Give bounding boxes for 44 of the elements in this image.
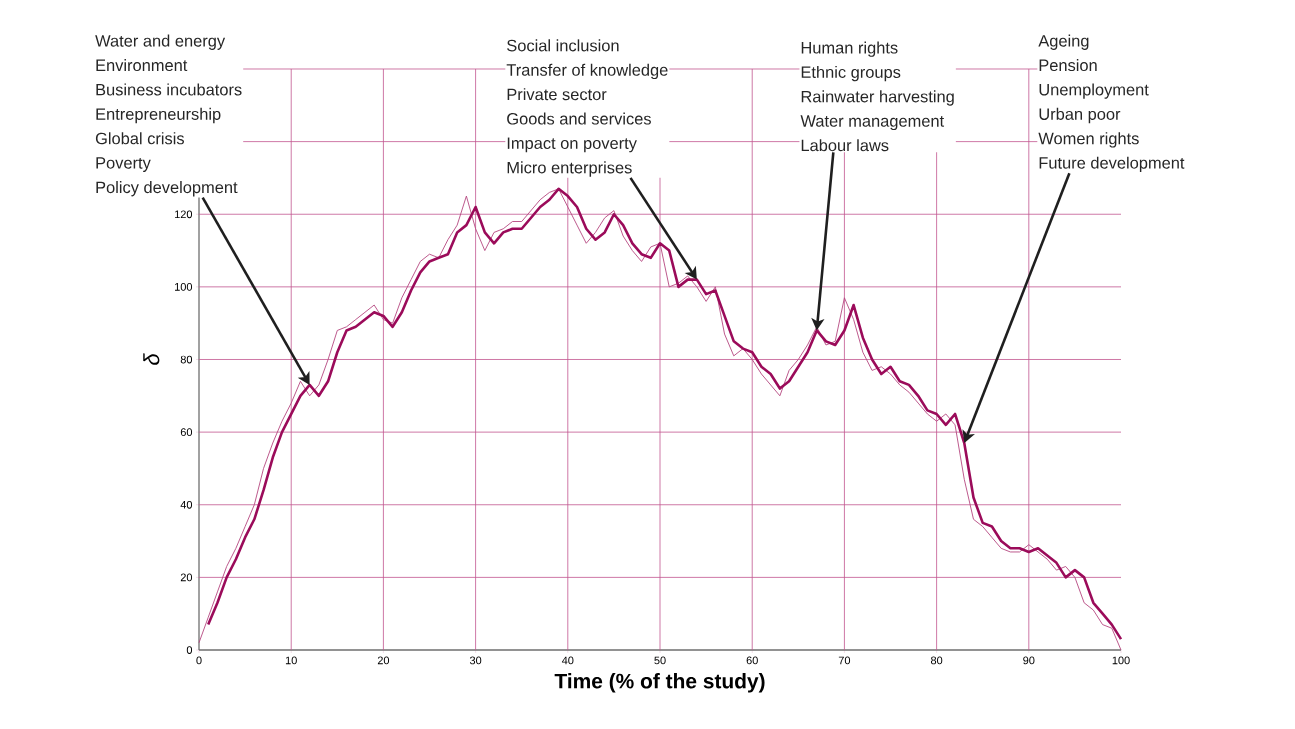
text: Ageing — [1038, 34, 1089, 50]
x-tick-label: 100 — [1112, 656, 1130, 665]
text: Water and energy — [95, 34, 226, 50]
x-tick-label: 20 — [377, 656, 390, 665]
x-tick-label: 30 — [469, 656, 482, 665]
annotation: Transfer of knowledge — [506, 63, 668, 80]
y-tick-label: 60 — [180, 428, 193, 436]
annotation: Entrepreneurship — [96, 107, 221, 124]
y-tick-label: 120 — [175, 210, 193, 219]
annotation: Future development — [1039, 156, 1185, 172]
y-axis-title: δ — [143, 353, 160, 365]
annotation: Goods and services — [507, 112, 651, 125]
annotation: Unemployment — [1039, 83, 1149, 99]
annotation: Pension — [1039, 59, 1097, 72]
annotation: Women rights — [1038, 132, 1139, 148]
x-axis-title: Time (% of the study) — [554, 673, 765, 693]
annotation: Labour laws — [801, 139, 889, 152]
annotation: Business incubators — [96, 83, 242, 96]
text: Human rights — [801, 41, 898, 57]
annotation: Rainwater harvesting — [801, 90, 954, 106]
y-tick-label: 0 — [186, 646, 193, 654]
text: Poverty — [96, 157, 151, 172]
y-tick-label: 80 — [180, 355, 193, 364]
x-tick-label: 10 — [285, 656, 297, 665]
x-tick-label: 40 — [561, 656, 574, 665]
annotation: Water management — [800, 115, 945, 131]
annotation: Urban poor — [1039, 107, 1121, 124]
text: Environment — [96, 59, 188, 72]
annotation: Policy development — [96, 181, 238, 197]
annotation: Private sector — [507, 88, 607, 101]
x-tick-label: 60 — [746, 656, 758, 665]
annotation: Impact on poverty — [507, 137, 637, 153]
y-tick-label: 20 — [180, 573, 193, 582]
x-tick-label: 80 — [930, 656, 943, 665]
x-tick-label: 70 — [838, 656, 851, 665]
annotation: Micro enterprises — [507, 161, 632, 177]
annotation: Ethnic groups — [801, 65, 901, 82]
y-tick-label: 100 — [175, 283, 193, 291]
x-tick-label: 90 — [1023, 656, 1035, 665]
text: Social inclusion — [507, 39, 619, 52]
text: Global crisis — [95, 132, 184, 145]
y-tick-label: 40 — [180, 500, 193, 509]
x-tick-label: 50 — [654, 656, 666, 665]
x-tick-label: 0 — [196, 656, 202, 665]
